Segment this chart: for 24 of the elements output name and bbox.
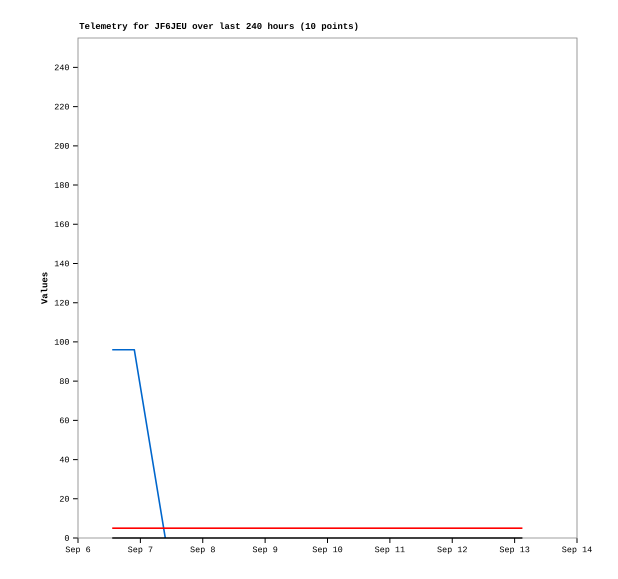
- y-tick-label: 240: [54, 64, 69, 70]
- x-tick-label: Sep 6: [66, 546, 90, 554]
- x-tick-label: Sep 12: [437, 546, 467, 554]
- y-axis-title: Values: [40, 272, 48, 304]
- y-tick-label: 100: [54, 339, 69, 345]
- y-tick-label: 80: [60, 378, 69, 384]
- y-tick-label: 180: [54, 182, 69, 188]
- y-tick-label: 40: [60, 456, 69, 462]
- x-tick-label: Sep 14: [562, 546, 592, 554]
- x-tick-label: Sep 10: [312, 546, 342, 554]
- y-tick-label: 0: [64, 535, 69, 541]
- y-tick-label: 200: [54, 142, 69, 149]
- y-tick-label: 140: [54, 260, 69, 266]
- x-tick-label: Sep 9: [252, 546, 278, 554]
- y-tick-label: 220: [54, 104, 69, 110]
- y-tick-label: 120: [54, 300, 69, 306]
- x-tick-label: Sep 8: [190, 546, 215, 554]
- x-tick-label: Sep 13: [500, 546, 530, 554]
- y-tick-label: 60: [60, 417, 69, 424]
- x-tick-label: Sep 11: [374, 546, 405, 554]
- x-tick-label: Sep 7: [128, 546, 152, 554]
- y-tick-label: 20: [60, 496, 69, 502]
- chart-title: Telemetry for JF6JEU over last 240 hours (10 points): [79, 22, 358, 31]
- y-tick-label: 160: [54, 221, 69, 228]
